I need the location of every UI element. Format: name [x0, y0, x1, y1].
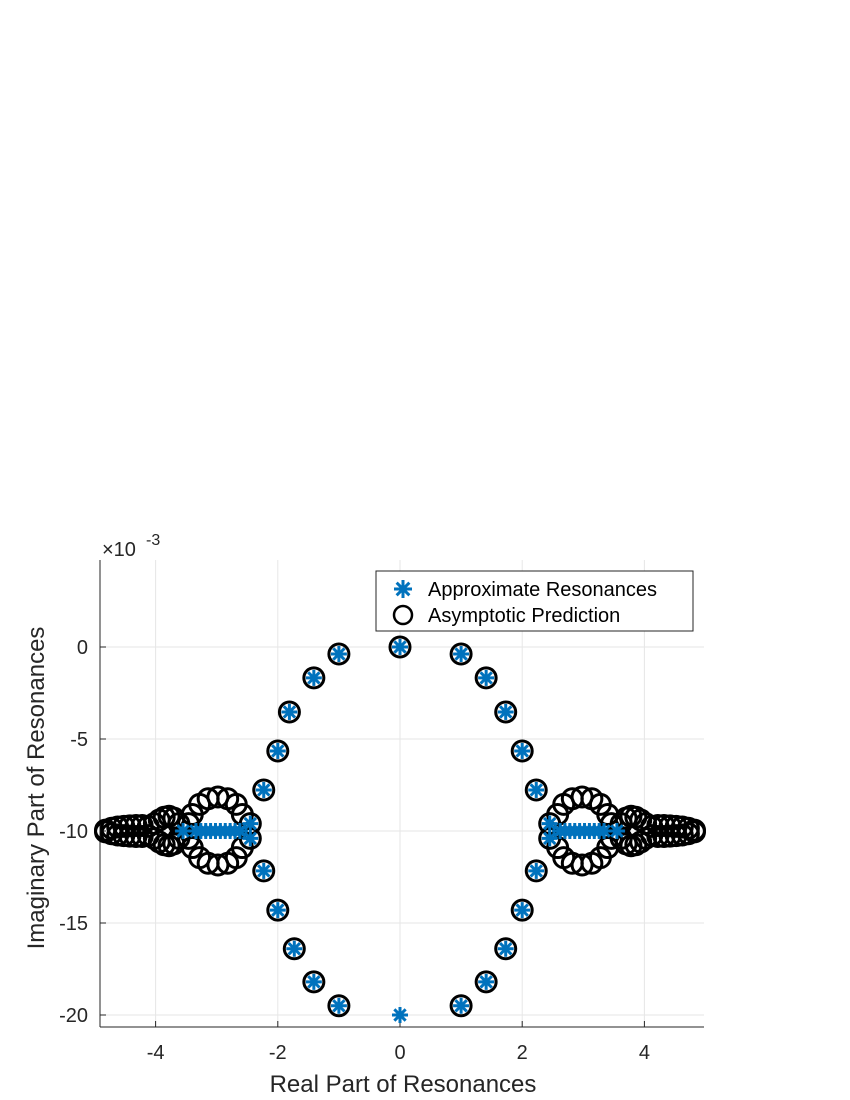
asterisk-icon [394, 580, 412, 598]
asterisk-marker [255, 862, 272, 879]
axes [99, 560, 704, 1028]
circle-marker [93, 820, 117, 844]
x-tick-label: -4 [147, 1042, 165, 1064]
circle-marker [510, 739, 534, 763]
circle-marker [510, 898, 534, 922]
circle-marker [683, 820, 707, 844]
series-asymptotic-prediction [93, 635, 707, 1018]
asterisk-marker [392, 639, 408, 655]
circle-marker [130, 825, 154, 849]
asterisk-marker [541, 830, 558, 847]
asterisk-marker [305, 669, 322, 686]
legend-label-approximate: Approximate Resonances [428, 579, 657, 601]
asterisk-marker [175, 823, 192, 839]
circle-marker [252, 778, 276, 802]
y-exponent-label: ×10 -3 [102, 532, 160, 561]
x-tick-label: 4 [639, 1042, 650, 1064]
y-tick-label: -20 [59, 1005, 88, 1027]
circle-icon [392, 604, 414, 626]
y-exponent-base: ×10 [102, 539, 136, 561]
circle-marker [266, 898, 290, 922]
x-tick-label: 2 [517, 1042, 528, 1064]
asterisk-marker [242, 830, 259, 847]
asterisk-marker [478, 973, 495, 990]
y-tick-label: -5 [70, 729, 88, 751]
circle-marker [524, 859, 548, 883]
legend: Approximate Resonances Asymptotic Predic… [375, 570, 694, 632]
circle-marker [449, 994, 473, 1018]
y-tick-label: -15 [59, 913, 88, 935]
circle-marker [494, 937, 518, 961]
asterisk-marker [330, 645, 347, 662]
x-tick-label: 0 [394, 1042, 405, 1064]
circle-marker [277, 700, 301, 724]
asterisk-marker [608, 823, 625, 839]
circle-marker [494, 700, 518, 724]
y-axis-ticks: 0 -5 -10 -15 -20 [59, 637, 106, 1027]
circle-marker [524, 778, 548, 802]
asterisk-marker [478, 669, 495, 686]
asterisk-marker [528, 781, 545, 798]
asterisk-marker [514, 902, 531, 919]
circle-marker [327, 642, 351, 666]
asterisk-marker [286, 940, 303, 957]
asterisk-marker [453, 997, 470, 1014]
x-axis-label: Real Part of Resonances [270, 1071, 537, 1098]
legend-label-asymptotic: Asymptotic Prediction [428, 605, 620, 627]
circle-marker [646, 825, 670, 849]
x-tick-label: -2 [269, 1042, 287, 1064]
asterisk-marker [497, 703, 514, 720]
circle-marker [474, 666, 498, 690]
x-axis-ticks: -4 -2 0 2 4 [147, 1021, 650, 1064]
legend-asterisk [394, 580, 412, 598]
asterisk-marker [269, 742, 286, 759]
series-approximate-resonances [175, 639, 625, 1023]
asterisk-marker [541, 815, 558, 832]
circle-marker [327, 994, 351, 1018]
asterisk-marker [281, 703, 298, 720]
y-tick-label: -10 [59, 821, 88, 843]
asterisk-marker [453, 645, 470, 662]
circle-marker [302, 970, 326, 994]
asterisk-marker [528, 862, 545, 879]
asterisk-marker [330, 997, 347, 1014]
y-axis-label: Imaginary Part of Resonances [23, 627, 50, 950]
y-tick-label: 0 [77, 637, 88, 659]
asterisk-marker [269, 902, 286, 919]
asterisk-marker [242, 815, 259, 832]
asterisk-marker [497, 940, 514, 957]
asterisk-marker [392, 1007, 408, 1023]
circle-marker [449, 642, 473, 666]
circle-marker [388, 635, 412, 659]
circle-marker [252, 859, 276, 883]
asterisk-marker [255, 781, 272, 798]
circle-marker [282, 937, 306, 961]
asterisk-marker [305, 973, 322, 990]
circle-marker [302, 666, 326, 690]
circle-marker [266, 739, 290, 763]
asterisk-marker [514, 742, 531, 759]
y-exponent-power: -3 [146, 532, 160, 549]
legend-box [375, 570, 694, 632]
circle-marker [474, 970, 498, 994]
